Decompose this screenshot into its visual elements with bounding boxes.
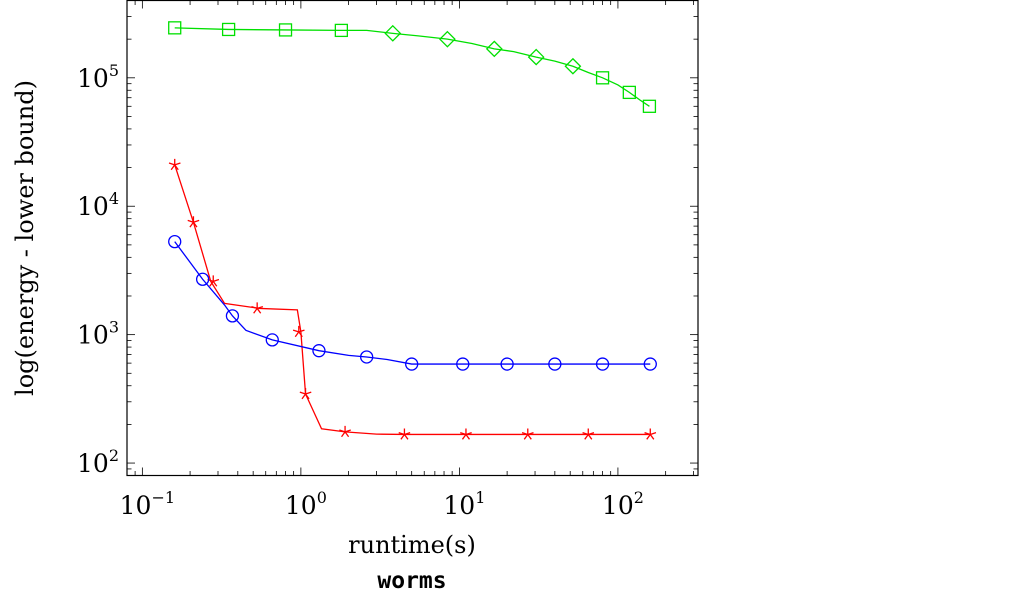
circle-marker [456, 357, 470, 371]
x-tick-label: 102 [602, 488, 644, 520]
plot-frame [126, 0, 699, 477]
chart-caption: worms [377, 568, 446, 594]
x-tick-label: 101 [443, 488, 485, 520]
ticks-layer [126, 0, 698, 476]
x-tick-label: 10−1 [120, 488, 175, 520]
circle-marker [548, 357, 562, 371]
square-marker [278, 23, 293, 37]
square-marker [642, 99, 657, 113]
asterisk-marker [168, 158, 181, 171]
y-tick-label: 103 [77, 318, 119, 350]
circle-marker [168, 234, 182, 249]
asterisk-marker [299, 387, 312, 400]
asterisk-marker [398, 428, 411, 440]
series-layer [168, 21, 657, 440]
series-1 [168, 158, 657, 440]
diamond-marker [438, 30, 456, 48]
square-marker [221, 22, 236, 37]
diamond-marker [384, 24, 402, 42]
diamond-marker [564, 57, 582, 75]
circle-marker [195, 272, 210, 286]
series-line [174, 241, 651, 365]
asterisk-marker [521, 428, 534, 440]
tick-labels-layer: 10−1 100 101 102 102 103 104 105 [77, 61, 644, 520]
circle-marker [500, 357, 514, 371]
asterisk-marker [460, 428, 472, 440]
asterisk-marker [207, 275, 220, 287]
asterisk-marker [339, 425, 351, 438]
asterisk-marker [292, 325, 305, 338]
series-2 [168, 234, 657, 371]
circle-marker [405, 357, 419, 371]
series-line [174, 27, 650, 107]
y-tick-label: 102 [77, 446, 119, 478]
y-tick-label: 105 [77, 61, 119, 93]
circle-marker [225, 309, 240, 323]
circle-marker [643, 357, 657, 371]
square-marker [595, 71, 610, 85]
circle-marker [595, 357, 610, 371]
diamond-marker [527, 48, 545, 66]
diamond-marker [485, 40, 503, 58]
circle-marker [312, 344, 326, 358]
square-marker [334, 23, 348, 38]
square-marker [168, 21, 182, 35]
asterisk-marker [187, 216, 200, 228]
y-axis-label: log(energy - lower bound) [11, 80, 39, 396]
square-marker [622, 85, 636, 100]
asterisk-marker [582, 428, 595, 440]
x-tick-label: 100 [285, 488, 327, 520]
y-tick-label: 104 [77, 189, 119, 221]
circle-marker [360, 350, 374, 364]
series-line [174, 164, 651, 436]
circle-marker [265, 333, 279, 347]
series-0 [168, 21, 657, 113]
asterisk-marker [644, 428, 657, 440]
asterisk-marker [251, 302, 264, 314]
x-axis-label: runtime(s) [348, 531, 476, 559]
